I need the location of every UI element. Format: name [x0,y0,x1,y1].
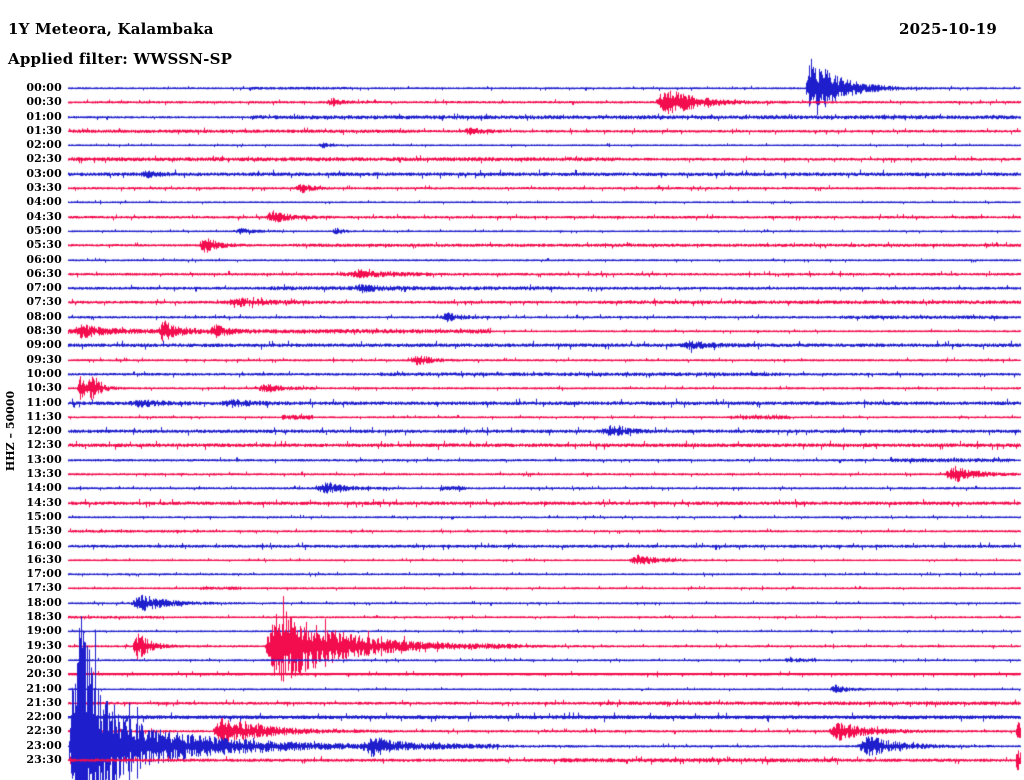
row-time-label: 03:30 [26,181,62,194]
row-time-label: 21:30 [26,696,62,709]
row-time-label: 11:30 [26,410,62,423]
row-time-label: 01:00 [26,110,62,123]
row-time-label: 19:30 [26,639,62,652]
row-time-label: 17:00 [26,567,62,580]
row-time-label: 00:00 [26,81,62,94]
row-time-label: 04:30 [26,210,62,223]
time-labels-column: 00:00 00:30 01:00 01:30 02:00 02:30 03:00 03:30… [0,0,64,780]
row-time-label: 16:30 [26,553,62,566]
row-time-label: 07:00 [26,281,62,294]
row-time-label: 12:00 [26,424,62,437]
row-time-label: 18:30 [26,610,62,623]
row-time-label: 22:30 [26,724,62,737]
row-time-label: 00:30 [26,95,62,108]
row-time-label: 23:00 [26,739,62,752]
row-time-label: 14:30 [26,496,62,509]
row-time-label: 03:00 [26,167,62,180]
row-time-label: 20:30 [26,667,62,680]
row-time-label: 05:00 [26,224,62,237]
row-time-label: 02:00 [26,138,62,151]
row-time-label: 19:00 [26,624,62,637]
row-time-label: 02:30 [26,152,62,165]
row-time-label: 10:30 [26,381,62,394]
row-time-label: 14:00 [26,481,62,494]
row-time-label: 09:30 [26,353,62,366]
row-time-label: 15:30 [26,524,62,537]
row-time-label: 18:00 [26,596,62,609]
row-time-label: 16:00 [26,539,62,552]
row-time-label: 05:30 [26,238,62,251]
row-time-label: 12:30 [26,438,62,451]
row-time-label: 08:00 [26,310,62,323]
row-time-label: 07:30 [26,295,62,308]
row-time-label: 17:30 [26,581,62,594]
row-time-label: 21:00 [26,682,62,695]
row-time-label: 23:30 [26,753,62,766]
row-time-label: 15:00 [26,510,62,523]
row-time-label: 13:30 [26,467,62,480]
row-time-label: 22:00 [26,710,62,723]
row-time-label: 06:30 [26,267,62,280]
station-title: 1Y Meteora, Kalambaka [8,20,214,38]
filter-label: Applied filter: WWSSN-SP [8,50,233,68]
row-time-label: 06:00 [26,253,62,266]
row-time-label: 11:00 [26,396,62,409]
row-time-label: 20:00 [26,653,62,666]
row-time-label: 04:00 [26,195,62,208]
row-time-label: 13:00 [26,453,62,466]
row-time-label: 10:00 [26,367,62,380]
row-time-label: 01:30 [26,124,62,137]
row-time-label: 09:00 [26,338,62,351]
date-label: 2025-10-19 [899,20,997,38]
row-time-label: 08:30 [26,324,62,337]
